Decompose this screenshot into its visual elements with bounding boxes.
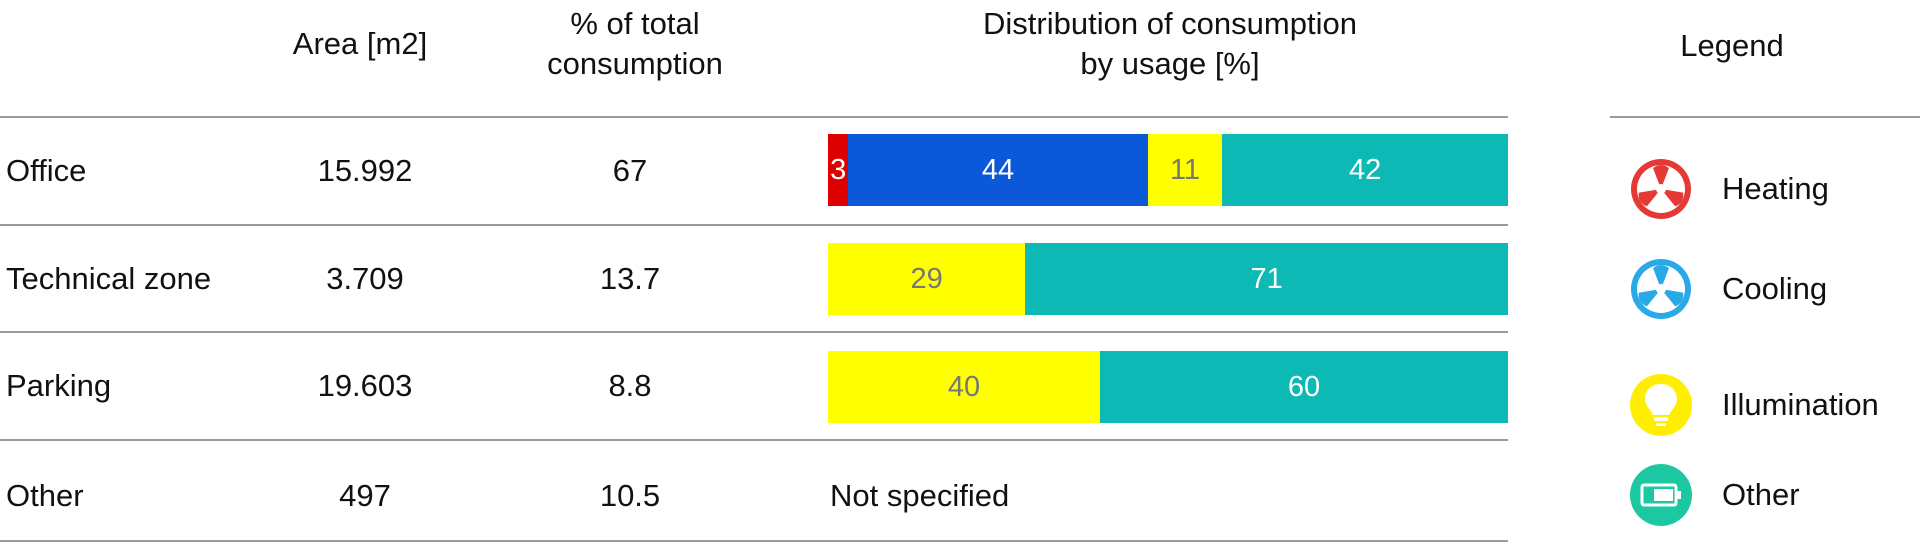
- header-distribution: Distribution of consumption by usage [%]: [983, 6, 1357, 81]
- row-pct: 8.8: [608, 368, 652, 403]
- legend-label: Heating: [1722, 171, 1829, 206]
- row-area: 15.992: [317, 153, 413, 188]
- legend-item-other: Other: [1628, 462, 1800, 528]
- battery-icon: [1630, 464, 1692, 526]
- bar-value-label: 40: [947, 370, 981, 403]
- header-area: Area [m2]: [292, 26, 428, 61]
- row-area: 19.603: [317, 368, 413, 403]
- not-specified-text: Not specified: [830, 478, 1010, 513]
- row-name: Office: [6, 153, 87, 188]
- row-pct: 67: [612, 153, 648, 188]
- bar-value-label: 42: [1349, 153, 1382, 186]
- table-rule: [0, 439, 1508, 441]
- cooling-fan-icon: [1631, 259, 1691, 319]
- table-rule-bottom: [0, 540, 1508, 542]
- table-rule: [0, 331, 1508, 333]
- bar-value-label: 60: [1287, 370, 1321, 403]
- bar-segment-illumination: 11: [1147, 134, 1223, 206]
- table-rule-top: [0, 116, 1508, 118]
- bar-segment-heating: 3: [828, 134, 849, 206]
- legend-label: Cooling: [1722, 271, 1828, 306]
- row-area: 497: [339, 478, 391, 513]
- lightbulb-icon: [1630, 374, 1692, 436]
- legend-rule: [1610, 116, 1920, 118]
- heating-fan-icon: [1631, 159, 1691, 219]
- row-name: Other: [6, 478, 84, 513]
- bar-segment-cooling: 44: [848, 134, 1148, 206]
- legend-label: Other: [1722, 477, 1800, 512]
- legend-item-cooling: Cooling: [1628, 256, 1827, 322]
- bar-segment-illumination: 29: [828, 243, 1026, 315]
- bar-row-parking: 40 60: [828, 351, 1508, 423]
- bar-value-label: 44: [981, 153, 1015, 186]
- row-area: 3.709: [326, 261, 404, 296]
- bar-value-label: 11: [1169, 153, 1201, 186]
- header-legend: Legend: [1680, 28, 1784, 63]
- bar-segment-illumination: 40: [828, 351, 1100, 423]
- legend-label: Illumination: [1722, 387, 1879, 422]
- row-name: Parking: [6, 368, 112, 403]
- bar-row-office: 3 44 11 42: [828, 134, 1508, 206]
- bar-segment-other: 42: [1222, 134, 1508, 206]
- legend-item-heating: Heating: [1628, 156, 1829, 222]
- header-pct-total: % of total consumption: [547, 6, 723, 81]
- bar-segment-other: 71: [1025, 243, 1508, 315]
- bar-value-label: 3: [830, 153, 847, 186]
- row-pct: 10.5: [599, 478, 661, 513]
- bar-row-technical-zone: 29 71: [828, 243, 1508, 315]
- row-name: Technical zone: [6, 261, 212, 296]
- bar-value-label: 71: [1250, 262, 1283, 295]
- bar-value-label: 29: [910, 262, 943, 295]
- table-rule: [0, 224, 1508, 226]
- legend-item-illumination: Illumination: [1628, 372, 1879, 438]
- row-pct: 13.7: [599, 261, 661, 296]
- legend: Heating Cooling Illumination Other: [1628, 150, 1920, 530]
- bar-segment-other: 60: [1100, 351, 1508, 423]
